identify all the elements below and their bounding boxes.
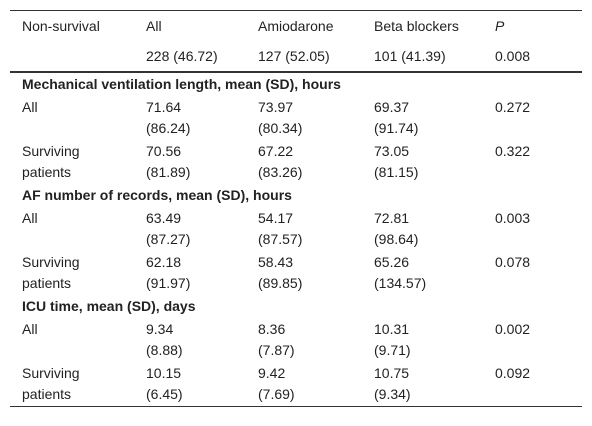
data-cell: 72.81 (98.64) xyxy=(374,210,419,247)
empty-cell xyxy=(10,41,146,73)
data-cell: 8.36 (7.87) xyxy=(258,321,295,358)
data-cell: 62.18 (91.97) xyxy=(146,254,191,291)
data-cell: 0.092 xyxy=(495,365,531,381)
data-row: Surviving patients 62.18 (91.97) 58.43 (89… xyxy=(10,251,582,295)
data-cell: 9.34 (8.88) xyxy=(146,321,183,358)
data-cell: 0.003 xyxy=(495,210,531,226)
data-cell: 0.002 xyxy=(495,321,531,337)
data-row: Surviving patients 70.56 (81.89) 67.22 (83… xyxy=(10,140,582,184)
data-row: Surviving patients 10.15 (6.45) 9.42 (7.69… xyxy=(10,362,582,407)
data-row: All 63.49 (87.27) 54.17 (87.57) 72.81 (98.6… xyxy=(10,207,582,251)
section-row: ICU time, mean (SD), days xyxy=(10,295,582,318)
column-header: All xyxy=(146,17,162,34)
data-cell: 71.64 (86.24) xyxy=(146,99,191,136)
data-cell: 10.75 (9.34) xyxy=(374,365,411,402)
header-row: Non-survival All Amiodarone Beta blockers P xyxy=(10,11,582,42)
data-cell: 10.15 (6.45) xyxy=(146,365,183,402)
data-cell: 58.43 (89.85) xyxy=(258,254,303,291)
column-header: P xyxy=(495,17,505,34)
section-row: AF number of records, mean (SD), hours xyxy=(10,184,582,207)
count-cell: 101 (41.39) xyxy=(374,41,495,73)
row-label: Surviving patients xyxy=(22,365,80,402)
count-row: 228 (46.72) 127 (52.05) 101 (41.39) 0.008 xyxy=(10,41,582,73)
column-header: Beta blockers xyxy=(374,17,459,34)
section-row: Mechanical ventilation length, mean (SD)… xyxy=(10,72,582,96)
data-cell: 73.05 (81.15) xyxy=(374,143,419,180)
row-label: All xyxy=(22,210,38,226)
data-cell: 0.322 xyxy=(495,143,531,159)
data-cell: 73.97 (80.34) xyxy=(258,99,303,136)
data-table: Non-survival All Amiodarone Beta blockers P 2… xyxy=(10,10,582,407)
data-cell: 67.22 (83.26) xyxy=(258,143,303,180)
data-cell: 69.37 (91.74) xyxy=(374,99,419,136)
count-cell: 127 (52.05) xyxy=(258,41,374,73)
section-title: AF number of records, mean (SD), hours xyxy=(22,187,292,203)
data-cell: 9.42 (7.69) xyxy=(258,365,295,402)
table-body: Non-survival All Amiodarone Beta blockers P 2… xyxy=(10,11,582,407)
data-cell: 63.49 (87.27) xyxy=(146,210,191,247)
column-header: Amiodarone xyxy=(258,17,334,34)
row-label: Surviving patients xyxy=(22,254,80,291)
data-cell: 10.31 (9.71) xyxy=(374,321,411,358)
data-cell: 54.17 (87.57) xyxy=(258,210,303,247)
data-row: All 71.64 (86.24) 73.97 (80.34) 69.37 (91.7… xyxy=(10,96,582,140)
data-cell: 0.272 xyxy=(495,99,531,115)
data-row: All 9.34 (8.88) 8.36 (7.87) 10.31 (9.71) 0.0… xyxy=(10,318,582,362)
data-cell: 0.078 xyxy=(495,254,531,270)
row-label: Surviving patients xyxy=(22,143,80,180)
column-header: Non-survival xyxy=(22,17,100,34)
row-label: All xyxy=(22,321,38,337)
count-cell: 228 (46.72) xyxy=(146,41,258,73)
data-cell: 65.26 (134.57) xyxy=(374,254,427,291)
count-cell: 0.008 xyxy=(495,41,582,73)
section-title: ICU time, mean (SD), days xyxy=(22,298,196,314)
data-cell: 70.56 (81.89) xyxy=(146,143,191,180)
row-label: All xyxy=(22,99,38,115)
section-title: Mechanical ventilation length, mean (SD)… xyxy=(22,76,341,92)
